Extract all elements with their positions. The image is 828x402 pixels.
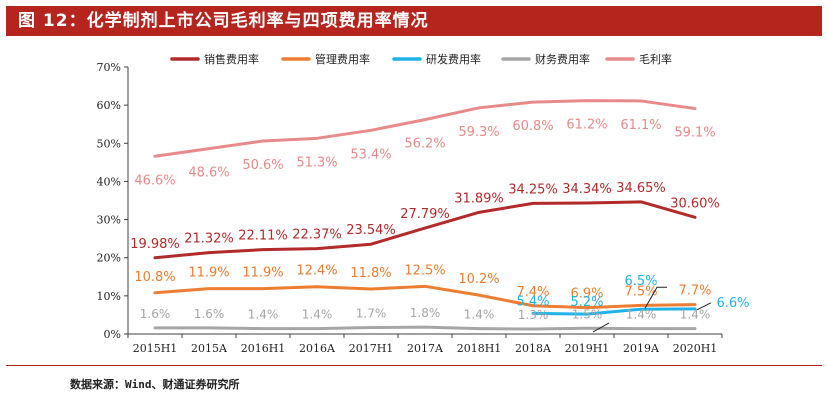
data-label: 1.4% (248, 308, 279, 322)
y-tick-label: 20% (97, 252, 121, 265)
data-label: 1.4% (680, 308, 711, 322)
data-label: 22.11% (238, 229, 288, 244)
x-tick-label: 2016A (299, 342, 336, 355)
data-label: 61.2% (566, 118, 607, 133)
data-label: 1.7% (356, 307, 387, 321)
data-label: 10.2% (458, 272, 499, 287)
x-tick-label: 2019H1 (565, 342, 610, 355)
series-line-4 (153, 99, 697, 158)
data-label: 6.9% (570, 287, 603, 302)
data-label: 30.60% (670, 196, 720, 211)
x-tick-label: 2015A (191, 342, 228, 355)
data-label: 7.7% (678, 284, 711, 299)
data-label: 11.9% (242, 266, 283, 281)
legend-label: 毛利率 (639, 52, 672, 66)
leader-line (592, 322, 610, 333)
data-label: 12.4% (296, 264, 337, 279)
data-label: 12.5% (404, 263, 445, 278)
data-label: 34.65% (616, 181, 666, 196)
data-label: 53.4% (350, 147, 391, 162)
x-tick-label: 2018A (515, 342, 552, 355)
legend-label: 管理费用率 (315, 52, 370, 66)
leader-line (696, 302, 712, 311)
y-tick-label: 50% (97, 137, 121, 150)
data-label: 5.2% (570, 295, 603, 310)
data-label: 59.1% (674, 126, 715, 141)
x-tick-label: 2016H1 (241, 342, 286, 355)
legend-label: 财务费用率 (535, 52, 590, 66)
data-label: 11.8% (350, 266, 391, 281)
data-label: 1.4% (626, 308, 657, 322)
series-line-3 (153, 325, 697, 331)
series-line-2 (531, 307, 697, 316)
data-label: 48.6% (188, 166, 229, 181)
data-label: 1.6% (140, 307, 171, 321)
data-label: 51.3% (296, 155, 337, 170)
data-label: 22.37% (292, 228, 342, 243)
legend-label: 研发费用率 (426, 52, 481, 66)
series-line-0 (153, 200, 697, 260)
data-label: 1.3% (518, 308, 549, 322)
data-label: 50.6% (242, 158, 283, 173)
series-line-1 (153, 284, 697, 310)
x-tick-label: 2017H1 (349, 342, 394, 355)
data-label: 56.2% (404, 137, 445, 152)
y-tick-label: 10% (97, 290, 121, 303)
x-tick-label: 2015H1 (133, 342, 178, 355)
bottom-divider (6, 365, 822, 366)
data-label: 1.4% (302, 308, 333, 322)
y-tick-label: 40% (97, 175, 121, 188)
data-label: 61.1% (620, 118, 661, 133)
legend-label: 销售费用率 (204, 52, 259, 66)
data-label: 23.54% (346, 223, 396, 238)
data-label: 7.5% (624, 284, 657, 299)
data-label: 5.4% (516, 294, 549, 309)
y-tick-label: 0% (104, 328, 121, 341)
data-label: 1.6% (194, 307, 225, 321)
leader-line (644, 286, 667, 309)
data-label: 6.6% (716, 296, 749, 311)
y-tick-label: 30% (97, 214, 121, 227)
data-label: 19.98% (130, 237, 180, 252)
source-note: 数据来源：Wind、财通证券研究所 (70, 378, 240, 391)
figure-title: 图 12：化学制剂上市公司毛利率与四项费用率情况 (6, 6, 822, 36)
data-label: 46.6% (134, 173, 175, 188)
data-label: 6.5% (624, 274, 657, 289)
data-label: 34.25% (508, 182, 558, 197)
data-label: 1.8% (410, 306, 441, 320)
data-label: 31.89% (454, 191, 504, 206)
data-label: 60.8% (512, 119, 553, 134)
data-label: 1.5% (572, 307, 603, 321)
y-tick-label: 60% (97, 99, 121, 112)
data-label: 11.9% (188, 266, 229, 281)
data-label: 10.8% (134, 270, 175, 285)
data-label: 59.3% (458, 125, 499, 140)
data-label: 21.32% (184, 232, 234, 247)
x-tick-label: 2019A (623, 342, 660, 355)
x-tick-label: 2017A (407, 342, 444, 355)
data-label: 27.79% (400, 207, 450, 222)
x-tick-label: 2018H1 (457, 342, 502, 355)
y-tick-label: 70% (97, 61, 121, 74)
x-tick-label: 2020H1 (673, 342, 718, 355)
data-label: 1.4% (464, 308, 495, 322)
data-label: 34.34% (562, 182, 612, 197)
data-label: 7.4% (516, 285, 549, 300)
